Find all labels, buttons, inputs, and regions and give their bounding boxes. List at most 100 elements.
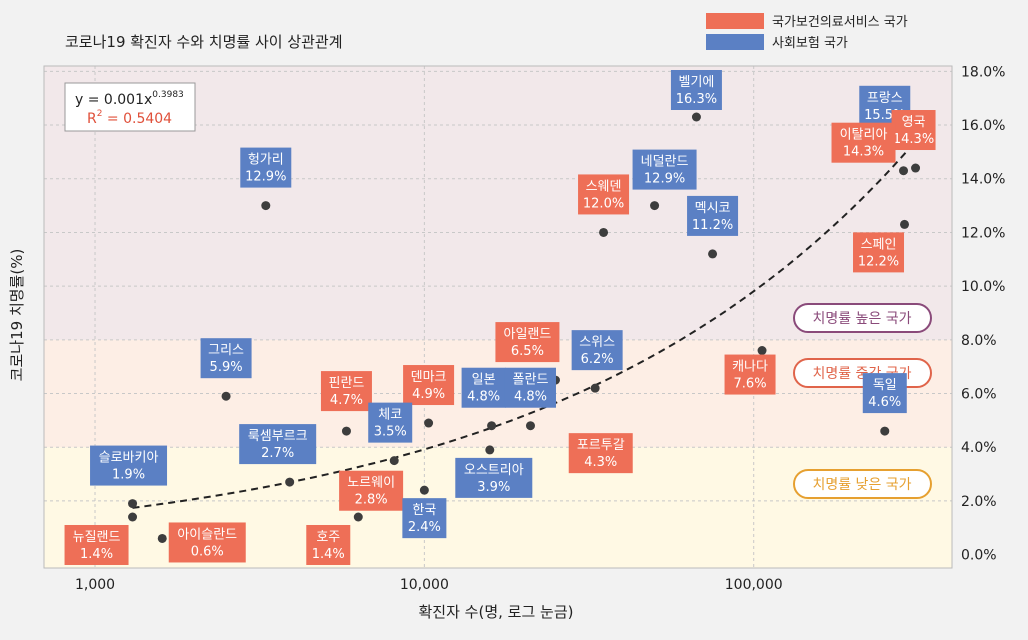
svg-text:2.7%: 2.7% xyxy=(261,446,294,461)
svg-text:벨기에: 벨기에 xyxy=(678,75,714,90)
trend-r-squared: R2 = 0.5404 xyxy=(87,109,172,127)
y-tick-label-0: 0.0% xyxy=(961,548,997,564)
svg-text:이탈리아: 이탈리아 xyxy=(840,128,888,143)
x-tick-label-2: 100,000 xyxy=(725,577,783,593)
svg-text:오스트리아: 오스트리아 xyxy=(464,463,524,478)
svg-text:아이슬란드: 아이슬란드 xyxy=(177,527,237,542)
svg-text:포르투갈: 포르투갈 xyxy=(577,438,625,453)
svg-text:호주: 호주 xyxy=(316,530,340,545)
point-23 xyxy=(128,499,138,509)
svg-text:4.8%: 4.8% xyxy=(467,390,500,405)
point-17 xyxy=(525,421,535,431)
point-24 xyxy=(419,485,429,495)
y-axis-ticks: 0.0% 2.0% 4.0% 6.0% 8.0% 10.0% 12.0% 14.0% 16.0%… xyxy=(961,64,1005,563)
point-8 xyxy=(708,249,718,259)
trend-equation: y = 0.001x0.3983 xyxy=(75,90,184,108)
svg-text:6.5%: 6.5% xyxy=(511,344,544,359)
x-axis-ticks: 1,000 10,000 100,000 xyxy=(75,577,783,593)
point-label-17: 폴란드 4.8% xyxy=(504,367,556,408)
chart-title: 코로나19 확진자 수와 치명률 사이 상관관계 xyxy=(65,33,343,51)
trend-exponent: 0.3983 xyxy=(152,90,184,100)
svg-text:네덜란드: 네덜란드 xyxy=(641,155,689,170)
x-axis-title: 확진자 수(명, 로그 눈금) xyxy=(419,603,574,621)
trend-equation-box: y = 0.001x0.3983 R2 = 0.5404 xyxy=(64,82,196,132)
svg-text:일본: 일본 xyxy=(472,373,496,388)
point-7 xyxy=(599,227,609,237)
point-label-13: 스위스 6.2% xyxy=(571,330,623,371)
svg-text:2.8%: 2.8% xyxy=(355,493,388,508)
svg-text:11.2%: 11.2% xyxy=(692,218,733,233)
svg-text:12.2%: 12.2% xyxy=(858,254,899,269)
svg-text:독일: 독일 xyxy=(873,378,897,393)
point-label-2: 영국 14.3% xyxy=(891,110,936,151)
y-tick-label-1: 2.0% xyxy=(961,494,997,510)
point-25 xyxy=(353,512,363,522)
point-label-11: 그리스 5.9% xyxy=(200,338,252,379)
svg-text:그리스: 그리스 xyxy=(208,343,244,358)
svg-text:1.9%: 1.9% xyxy=(112,468,145,483)
data-points xyxy=(128,112,921,543)
point-label-8: 멕시코 11.2% xyxy=(687,195,739,236)
legend-swatch-nhs xyxy=(706,13,764,29)
x-tick-label-0: 1,000 xyxy=(75,577,115,593)
zone-label-2: 치명률 낮은 국가 xyxy=(793,469,932,499)
point-label-23: 슬로바키아 1.9% xyxy=(90,445,168,486)
point-2 xyxy=(911,163,921,173)
point-label-18: 핀란드 4.7% xyxy=(320,371,372,412)
point-label-16: 일본 4.8% xyxy=(461,367,506,408)
point-27 xyxy=(157,533,167,543)
legend: 국가보건의료서비스 국가 사회보험 국가 xyxy=(706,13,908,51)
svg-text:4.3%: 4.3% xyxy=(584,455,617,470)
svg-text:프랑스: 프랑스 xyxy=(867,91,903,106)
point-label-6: 네덜란드 12.9% xyxy=(632,149,697,190)
legend-swatch-social xyxy=(706,34,764,50)
svg-text:14.3%: 14.3% xyxy=(843,145,884,160)
svg-text:1.4%: 1.4% xyxy=(312,547,345,562)
y-axis-title: 코로나19 치명률(%) xyxy=(8,249,26,382)
point-19 xyxy=(389,456,399,466)
svg-text:한국: 한국 xyxy=(412,503,436,518)
svg-text:영국: 영국 xyxy=(902,115,926,130)
point-15 xyxy=(424,418,434,428)
point-label-25: 호주 1.4% xyxy=(306,524,351,565)
point-10 xyxy=(880,426,890,436)
point-21 xyxy=(285,477,295,487)
point-20 xyxy=(485,445,495,455)
x-tick-label-1: 10,000 xyxy=(400,577,449,593)
svg-text:3.9%: 3.9% xyxy=(477,480,510,495)
plot-border xyxy=(43,65,953,569)
svg-text:14.3%: 14.3% xyxy=(893,132,934,147)
point-label-22: 노르웨이 2.8% xyxy=(339,470,404,511)
point-label-3: 이탈리아 14.3% xyxy=(831,122,896,163)
legend-label-social: 사회보험 국가 xyxy=(772,36,848,51)
svg-text:0.6%: 0.6% xyxy=(191,544,224,559)
svg-text:12.0%: 12.0% xyxy=(583,196,624,211)
svg-text:4.8%: 4.8% xyxy=(514,390,547,405)
y-tick-label-6: 12.0% xyxy=(961,225,1005,241)
svg-text:4.9%: 4.9% xyxy=(412,387,445,402)
svg-text:4.7%: 4.7% xyxy=(330,393,363,408)
point-label-9: 캐나다 7.6% xyxy=(724,354,776,395)
svg-text:6.2%: 6.2% xyxy=(581,352,614,367)
point-16 xyxy=(487,421,497,431)
point-11 xyxy=(221,391,231,401)
svg-text:12.9%: 12.9% xyxy=(644,172,685,187)
svg-text:룩셈부르크: 룩셈부르크 xyxy=(248,429,308,444)
point-label-19: 체코 3.5% xyxy=(368,402,413,443)
equation-box xyxy=(64,82,196,132)
legend-label-nhs: 국가보건의료서비스 국가 xyxy=(772,15,908,30)
point-3 xyxy=(899,166,909,176)
svg-text:3.5%: 3.5% xyxy=(374,425,407,440)
svg-text:아일랜드: 아일랜드 xyxy=(504,327,552,342)
point-4 xyxy=(900,219,910,229)
point-13 xyxy=(590,383,600,393)
svg-text:노르웨이: 노르웨이 xyxy=(347,476,395,491)
svg-text:덴마크: 덴마크 xyxy=(411,370,447,385)
point-26 xyxy=(128,512,138,522)
point-label-12: 아일랜드 6.5% xyxy=(495,322,560,363)
point-label-15: 덴마크 4.9% xyxy=(403,365,455,406)
svg-text:4.6%: 4.6% xyxy=(868,395,901,410)
svg-text:스웨덴: 스웨덴 xyxy=(586,179,622,194)
